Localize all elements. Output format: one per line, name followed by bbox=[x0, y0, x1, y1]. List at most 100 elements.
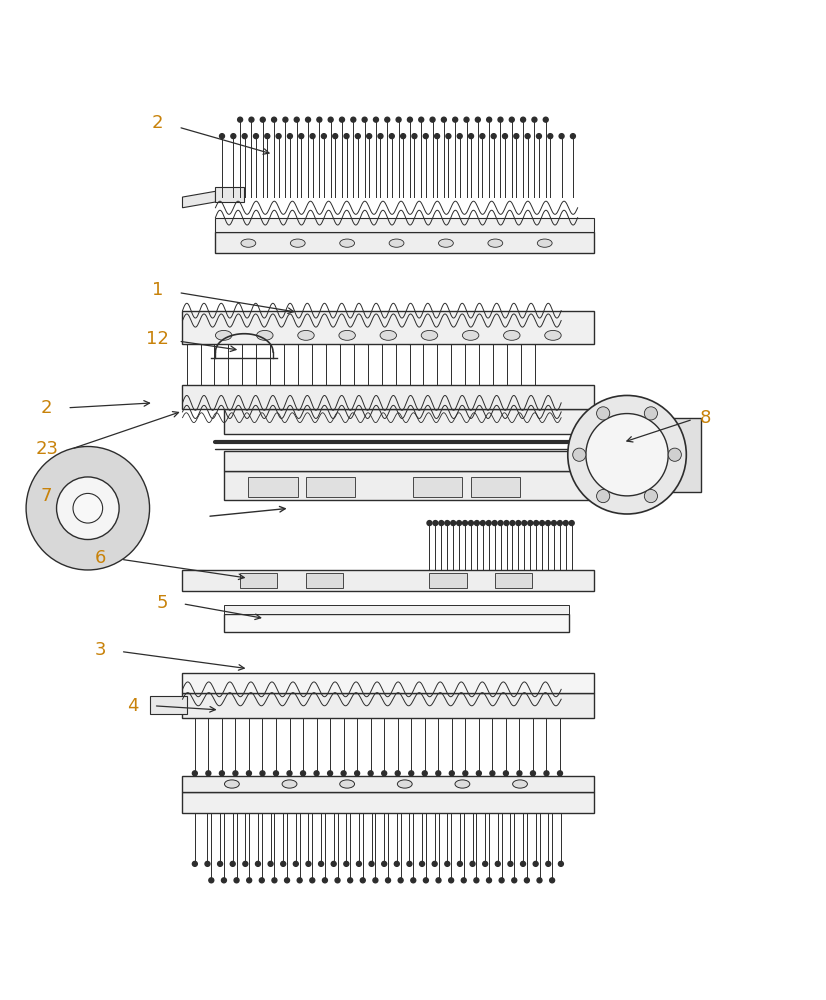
Circle shape bbox=[499, 878, 504, 883]
Ellipse shape bbox=[216, 330, 232, 340]
Circle shape bbox=[449, 771, 454, 776]
Circle shape bbox=[439, 521, 444, 526]
Circle shape bbox=[474, 521, 479, 526]
Circle shape bbox=[382, 861, 387, 866]
Circle shape bbox=[503, 771, 508, 776]
Circle shape bbox=[398, 878, 403, 883]
Circle shape bbox=[242, 134, 247, 139]
Ellipse shape bbox=[537, 239, 552, 247]
Circle shape bbox=[498, 117, 503, 122]
Circle shape bbox=[544, 771, 549, 776]
FancyBboxPatch shape bbox=[150, 696, 187, 714]
Circle shape bbox=[328, 771, 333, 776]
Circle shape bbox=[516, 521, 521, 526]
FancyBboxPatch shape bbox=[216, 187, 244, 202]
Circle shape bbox=[549, 878, 554, 883]
Circle shape bbox=[389, 134, 394, 139]
Circle shape bbox=[310, 878, 315, 883]
FancyBboxPatch shape bbox=[216, 218, 594, 232]
Circle shape bbox=[351, 117, 356, 122]
Circle shape bbox=[385, 117, 390, 122]
Circle shape bbox=[393, 339, 398, 344]
Circle shape bbox=[586, 414, 668, 496]
Circle shape bbox=[407, 339, 412, 344]
Circle shape bbox=[434, 134, 439, 139]
Circle shape bbox=[512, 878, 517, 883]
Circle shape bbox=[230, 861, 235, 866]
Circle shape bbox=[409, 771, 414, 776]
Circle shape bbox=[386, 878, 391, 883]
Circle shape bbox=[360, 878, 365, 883]
Circle shape bbox=[254, 339, 259, 344]
Circle shape bbox=[192, 861, 197, 866]
Ellipse shape bbox=[257, 330, 273, 340]
Circle shape bbox=[482, 861, 487, 866]
Ellipse shape bbox=[389, 239, 404, 247]
Circle shape bbox=[341, 771, 346, 776]
Circle shape bbox=[306, 117, 311, 122]
Ellipse shape bbox=[339, 239, 354, 247]
Circle shape bbox=[558, 521, 563, 526]
Text: 4: 4 bbox=[127, 697, 139, 715]
Circle shape bbox=[333, 134, 338, 139]
Circle shape bbox=[572, 448, 586, 461]
Circle shape bbox=[282, 339, 287, 344]
Circle shape bbox=[220, 771, 225, 776]
Circle shape bbox=[287, 134, 292, 139]
Polygon shape bbox=[183, 191, 216, 208]
Ellipse shape bbox=[339, 330, 355, 340]
Circle shape bbox=[432, 861, 437, 866]
Ellipse shape bbox=[544, 330, 561, 340]
Circle shape bbox=[328, 117, 333, 122]
Circle shape bbox=[249, 117, 254, 122]
FancyBboxPatch shape bbox=[183, 673, 594, 693]
Circle shape bbox=[537, 878, 542, 883]
Circle shape bbox=[293, 861, 298, 866]
Circle shape bbox=[212, 339, 217, 344]
Ellipse shape bbox=[241, 239, 256, 247]
Ellipse shape bbox=[380, 330, 396, 340]
Circle shape bbox=[198, 339, 203, 344]
FancyBboxPatch shape bbox=[183, 693, 594, 718]
FancyBboxPatch shape bbox=[627, 418, 701, 492]
Circle shape bbox=[230, 134, 235, 139]
Circle shape bbox=[296, 339, 301, 344]
Circle shape bbox=[435, 339, 440, 344]
Circle shape bbox=[461, 878, 466, 883]
Circle shape bbox=[458, 861, 463, 866]
Circle shape bbox=[294, 117, 299, 122]
Circle shape bbox=[539, 521, 544, 526]
Circle shape bbox=[510, 521, 515, 526]
Circle shape bbox=[510, 117, 515, 122]
Circle shape bbox=[468, 134, 473, 139]
Circle shape bbox=[552, 521, 557, 526]
Circle shape bbox=[424, 878, 429, 883]
Circle shape bbox=[519, 339, 524, 344]
Text: 7: 7 bbox=[41, 487, 52, 505]
Circle shape bbox=[351, 339, 356, 344]
Circle shape bbox=[436, 771, 441, 776]
Circle shape bbox=[184, 339, 189, 344]
Text: 3: 3 bbox=[94, 641, 106, 659]
FancyBboxPatch shape bbox=[306, 477, 355, 497]
Circle shape bbox=[246, 771, 251, 776]
Circle shape bbox=[525, 134, 530, 139]
Circle shape bbox=[463, 521, 468, 526]
FancyBboxPatch shape bbox=[240, 573, 278, 588]
Circle shape bbox=[491, 134, 496, 139]
FancyBboxPatch shape bbox=[249, 477, 297, 497]
FancyBboxPatch shape bbox=[306, 573, 343, 588]
Circle shape bbox=[430, 117, 435, 122]
Circle shape bbox=[492, 521, 497, 526]
Circle shape bbox=[73, 493, 102, 523]
Circle shape bbox=[373, 878, 377, 883]
Circle shape bbox=[259, 878, 264, 883]
FancyBboxPatch shape bbox=[224, 614, 569, 632]
FancyBboxPatch shape bbox=[183, 570, 594, 591]
FancyBboxPatch shape bbox=[224, 605, 569, 614]
Circle shape bbox=[401, 134, 406, 139]
Circle shape bbox=[56, 477, 119, 540]
Circle shape bbox=[348, 878, 353, 883]
Circle shape bbox=[238, 117, 243, 122]
Circle shape bbox=[365, 339, 370, 344]
